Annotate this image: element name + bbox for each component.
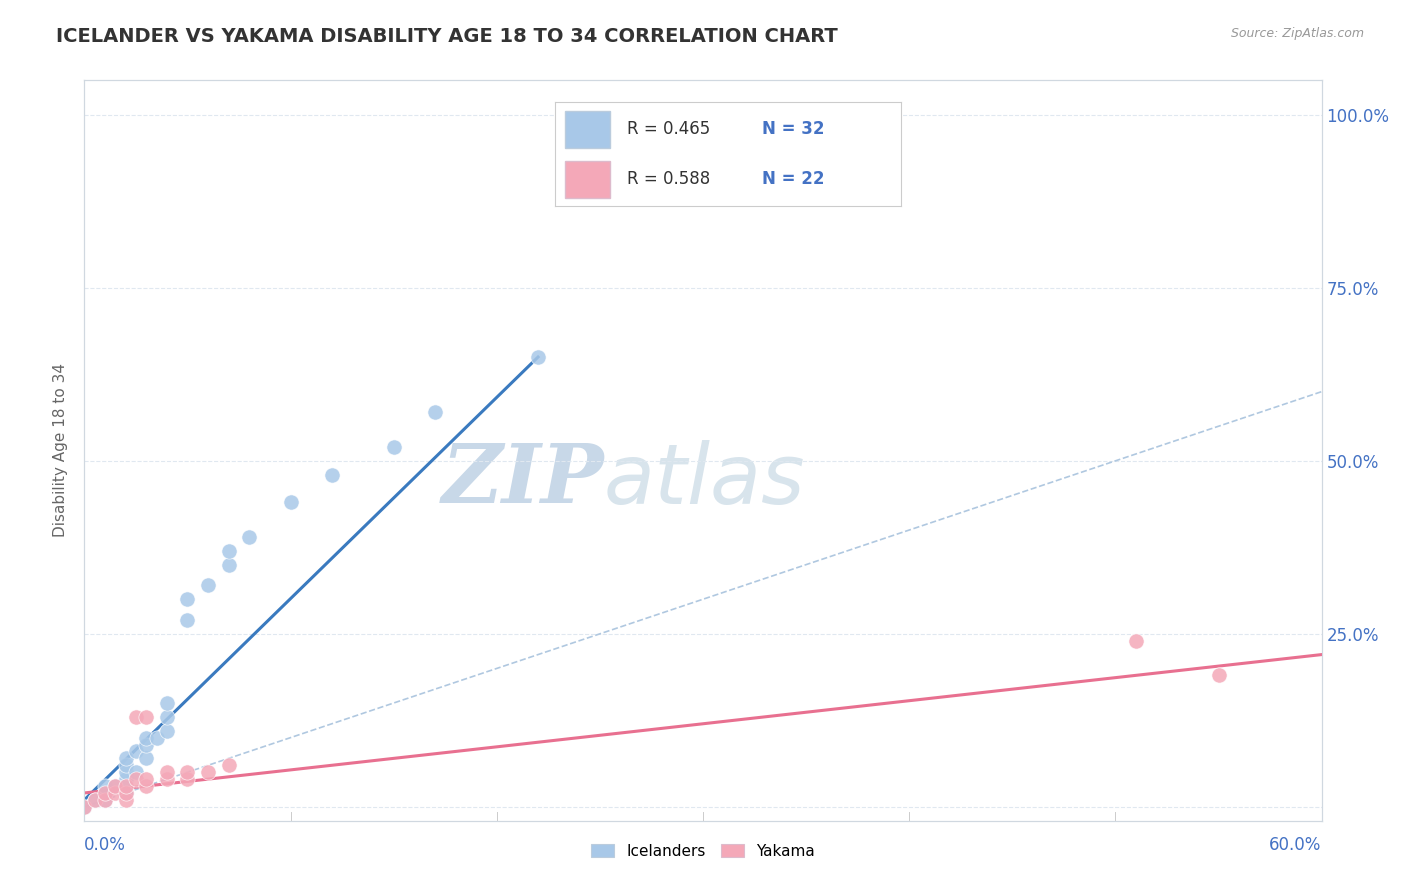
Text: ICELANDER VS YAKAMA DISABILITY AGE 18 TO 34 CORRELATION CHART: ICELANDER VS YAKAMA DISABILITY AGE 18 TO… xyxy=(56,27,838,45)
Text: Source: ZipAtlas.com: Source: ZipAtlas.com xyxy=(1230,27,1364,40)
Point xyxy=(197,578,219,592)
Point xyxy=(176,613,198,627)
Point xyxy=(94,793,117,807)
Point xyxy=(135,738,157,752)
Point xyxy=(104,786,127,800)
Point xyxy=(104,779,127,793)
Point xyxy=(1208,668,1230,682)
Point xyxy=(73,799,96,814)
Point xyxy=(135,772,157,786)
Point xyxy=(135,751,157,765)
Text: atlas: atlas xyxy=(605,440,806,521)
Point xyxy=(280,495,302,509)
Point xyxy=(83,793,105,807)
Point xyxy=(125,744,148,758)
Point xyxy=(156,710,179,724)
Point xyxy=(114,786,136,800)
Point xyxy=(218,758,240,772)
Point xyxy=(94,786,117,800)
Point xyxy=(589,156,612,170)
Point xyxy=(1125,633,1147,648)
Point xyxy=(94,786,117,800)
Point xyxy=(125,765,148,780)
Point xyxy=(321,467,343,482)
Text: ZIP: ZIP xyxy=(441,440,605,520)
Point xyxy=(94,779,117,793)
Point xyxy=(73,799,96,814)
Point xyxy=(156,765,179,780)
Point xyxy=(114,772,136,786)
Point xyxy=(176,772,198,786)
Point xyxy=(238,530,260,544)
Point xyxy=(114,779,136,793)
Text: 60.0%: 60.0% xyxy=(1270,837,1322,855)
Point xyxy=(114,793,136,807)
Text: 0.0%: 0.0% xyxy=(84,837,127,855)
Point xyxy=(125,710,148,724)
Point xyxy=(156,723,179,738)
Point xyxy=(135,779,157,793)
Y-axis label: Disability Age 18 to 34: Disability Age 18 to 34 xyxy=(53,363,69,538)
Point xyxy=(218,558,240,572)
Point xyxy=(176,765,198,780)
Point xyxy=(104,779,127,793)
Point xyxy=(527,350,550,364)
Point xyxy=(176,592,198,607)
Point xyxy=(156,696,179,710)
Point xyxy=(114,786,136,800)
Point xyxy=(218,543,240,558)
Point xyxy=(135,731,157,745)
Point xyxy=(135,710,157,724)
Point xyxy=(145,731,167,745)
Point xyxy=(114,758,136,772)
Point xyxy=(83,793,105,807)
Point xyxy=(114,765,136,780)
Point xyxy=(382,440,405,454)
Point xyxy=(114,751,136,765)
Point xyxy=(423,405,446,419)
Point xyxy=(156,772,179,786)
Point xyxy=(197,765,219,780)
Point xyxy=(94,793,117,807)
Legend: Icelanders, Yakama: Icelanders, Yakama xyxy=(585,838,821,865)
Point xyxy=(125,772,148,786)
